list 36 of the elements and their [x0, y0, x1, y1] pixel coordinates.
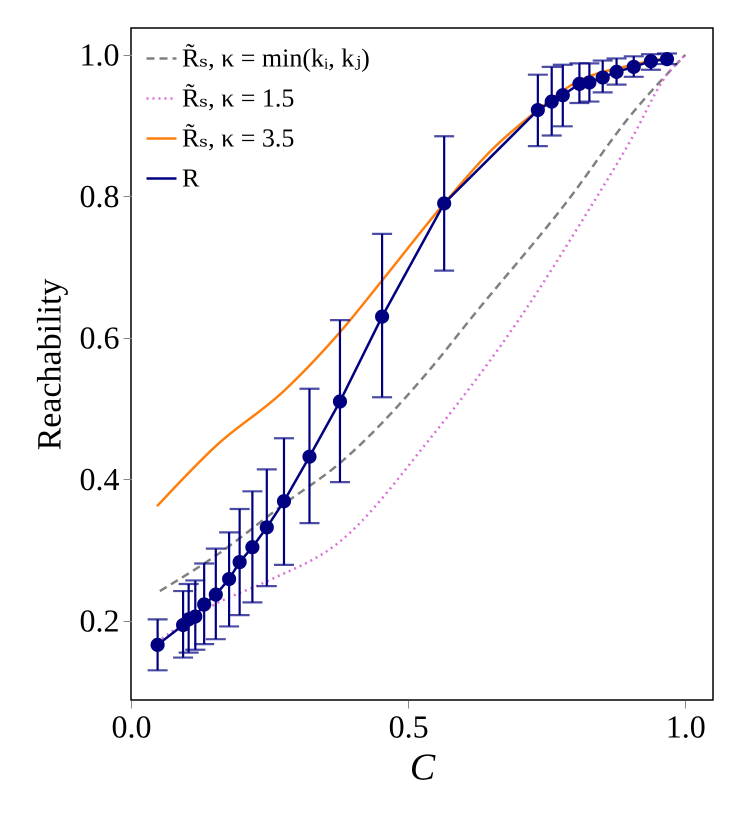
point — [644, 54, 658, 68]
point — [609, 64, 624, 79]
y-axis-title: Reachability — [32, 278, 68, 450]
x-tick-label: 1.0 — [666, 708, 706, 744]
point — [530, 103, 545, 118]
point — [150, 638, 165, 652]
point — [260, 520, 274, 534]
legend-label: R̃ₛ, κ = 3.5 — [182, 123, 294, 152]
x-tick-label: 0.5 — [388, 708, 429, 744]
legend-label: R̃ₛ, κ = 1.5 — [182, 83, 294, 112]
y-tick-label: 1.0 — [80, 36, 120, 72]
legend-label: R̃ₛ, κ = min(kᵢ, kⱼ) — [182, 43, 370, 72]
point — [556, 88, 570, 102]
legend-label: R — [182, 164, 200, 192]
y-tick-label: 0.4 — [80, 460, 120, 497]
point — [437, 196, 452, 210]
point — [660, 52, 674, 66]
y-tick-label: 0.6 — [80, 319, 120, 356]
point — [332, 394, 348, 409]
y-tick-label: 0.8 — [80, 178, 120, 214]
point — [197, 597, 212, 612]
point — [208, 588, 223, 602]
point — [232, 555, 247, 570]
x-axis-title: C — [410, 746, 436, 788]
point — [222, 572, 236, 586]
point — [245, 540, 260, 554]
point — [626, 60, 641, 74]
point — [375, 310, 390, 324]
point — [188, 609, 202, 624]
point — [276, 494, 292, 508]
point — [544, 94, 559, 109]
point — [596, 70, 610, 85]
y-tick-label: 0.2 — [80, 602, 120, 638]
x-tick-label: 0.0 — [112, 708, 152, 744]
point — [302, 450, 317, 464]
point — [582, 75, 596, 90]
